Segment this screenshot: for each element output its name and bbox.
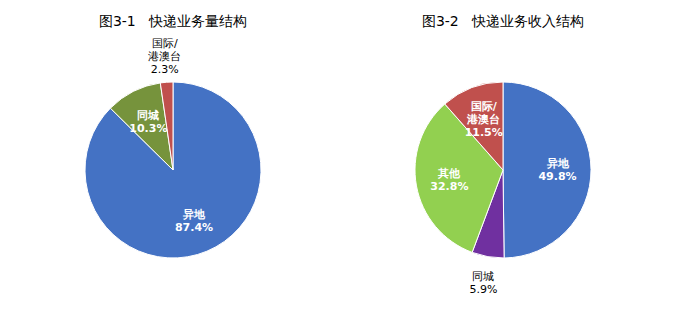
svg-text:同城5.9%: 同城5.9%: [469, 269, 497, 295]
svg-text:异地87.4%: 异地87.4%: [175, 207, 213, 233]
svg-text:同城10.3%: 同城10.3%: [129, 108, 167, 134]
html-text:图3-2 快递业务收入结构: 图3-2 快递业务收入结构: [421, 13, 585, 29]
svg-text:国际/港澳台11.5%: 国际/港澳台11.5%: [465, 99, 503, 138]
svg-text:其他32.8%: 其他32.8%: [430, 167, 468, 193]
svg-text:国际/港澳台2.3%: 国际/港澳台2.3%: [148, 37, 181, 76]
svg-text:异地49.8%: 异地49.8%: [538, 157, 576, 183]
html-text:图3-1 快递业务量结构: 图3-1 快递业务量结构: [98, 13, 248, 29]
